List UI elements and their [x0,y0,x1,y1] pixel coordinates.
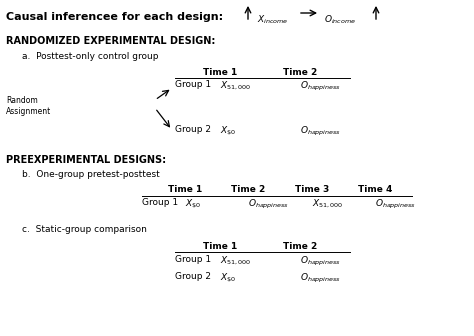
Text: Time 1: Time 1 [203,68,237,77]
Text: $X_{\$0}$: $X_{\$0}$ [220,272,236,285]
Text: $O_{\mathit{happiness}}$: $O_{\mathit{happiness}}$ [248,198,289,211]
Text: b.  One-group pretest-posttest: b. One-group pretest-posttest [22,170,160,179]
Text: $O_{\mathit{happiness}}$: $O_{\mathit{happiness}}$ [375,198,416,211]
Text: Time 2: Time 2 [231,185,265,194]
Text: Group 1: Group 1 [142,198,178,207]
Text: Group 2: Group 2 [175,272,211,281]
Text: Group 2: Group 2 [175,125,211,134]
Text: $O_{\mathit{happiness}}$: $O_{\mathit{happiness}}$ [300,255,341,268]
Text: $O_{\mathit{happiness}}$: $O_{\mathit{happiness}}$ [300,80,341,93]
Text: Random
Assignment: Random Assignment [6,96,51,116]
Text: Time 4: Time 4 [358,185,392,194]
Text: c.  Static-group comparison: c. Static-group comparison [22,225,147,234]
Text: Time 1: Time 1 [203,242,237,251]
Text: Time 2: Time 2 [283,242,317,251]
Text: $X_{51,000}$: $X_{51,000}$ [312,198,344,210]
Text: Time 1: Time 1 [168,185,202,194]
Text: $X_{51,000}$: $X_{51,000}$ [220,80,251,92]
Text: $X_{51,000}$: $X_{51,000}$ [220,255,251,267]
Text: Time 2: Time 2 [283,68,317,77]
Text: $O_{\mathit{income}}$: $O_{\mathit{income}}$ [324,13,356,26]
Text: Causal inferencee for each design:: Causal inferencee for each design: [6,12,223,22]
Text: $X_{\$0}$: $X_{\$0}$ [220,125,236,138]
Text: PREEXPERIMENTAL DESIGNS:: PREEXPERIMENTAL DESIGNS: [6,155,166,165]
Text: $X_{\$0}$: $X_{\$0}$ [185,198,201,211]
Text: Group 1: Group 1 [175,80,211,89]
Text: $X_{\mathit{income}}$: $X_{\mathit{income}}$ [257,13,288,26]
Text: RANDOMIZED EXPERIMENTAL DESIGN:: RANDOMIZED EXPERIMENTAL DESIGN: [6,36,215,46]
Text: a.  Posttest-only control group: a. Posttest-only control group [22,52,158,61]
Text: $O_{\mathit{happiness}}$: $O_{\mathit{happiness}}$ [300,272,341,285]
Text: Time 3: Time 3 [295,185,329,194]
Text: $O_{\mathit{happiness}}$: $O_{\mathit{happiness}}$ [300,125,341,138]
Text: Group 1: Group 1 [175,255,211,264]
